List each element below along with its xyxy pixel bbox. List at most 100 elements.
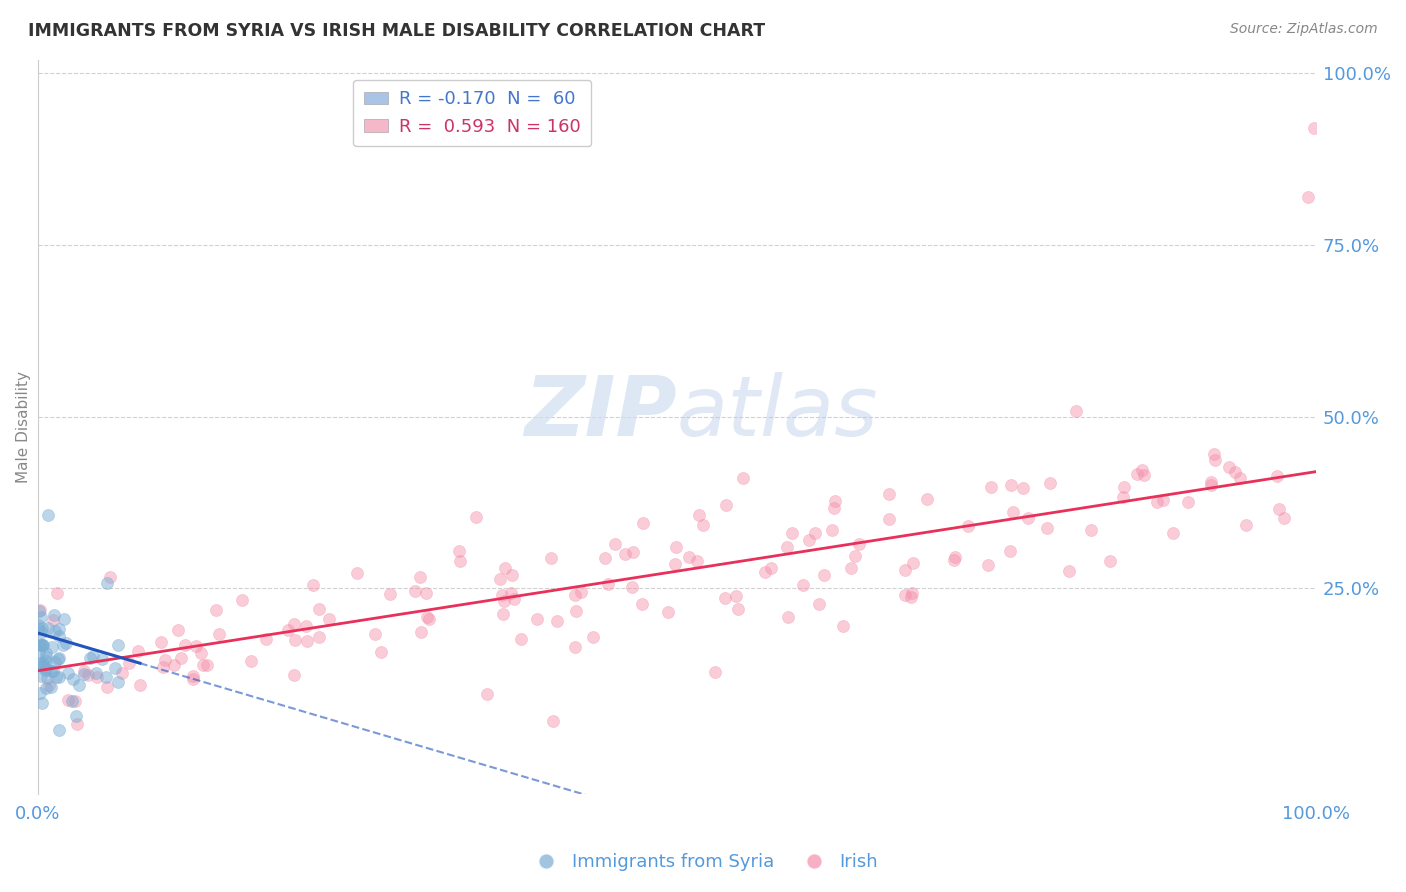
Point	[44, 607, 66, 622]
Point	[39, 664, 62, 678]
Point	[494, 560, 516, 574]
Point	[409, 624, 432, 639]
Point	[1146, 494, 1168, 508]
Point	[195, 658, 218, 673]
Point	[688, 508, 710, 522]
Point	[48, 629, 70, 643]
Point	[614, 547, 637, 561]
Point	[593, 551, 616, 566]
Point	[111, 665, 134, 680]
Y-axis label: Male Disability: Male Disability	[15, 371, 31, 483]
Point	[1202, 447, 1225, 461]
Point	[35, 646, 58, 660]
Point	[1272, 510, 1295, 524]
Point	[621, 545, 644, 559]
Point	[31, 621, 53, 635]
Point	[797, 533, 820, 548]
Point	[48, 651, 70, 665]
Point	[32, 657, 55, 671]
Point	[60, 694, 83, 708]
Point	[832, 619, 855, 633]
Point	[714, 499, 737, 513]
Point	[44, 624, 66, 638]
Point	[28, 657, 51, 671]
Point	[98, 570, 121, 584]
Point	[418, 612, 440, 626]
Point	[1059, 565, 1081, 579]
Point	[52, 638, 75, 652]
Point	[91, 652, 114, 666]
Point	[302, 578, 325, 592]
Point	[28, 637, 51, 651]
Point	[94, 669, 117, 683]
Point	[943, 549, 966, 564]
Point	[181, 672, 204, 686]
Point	[605, 537, 627, 551]
Point	[31, 638, 53, 652]
Point	[295, 618, 318, 632]
Point	[30, 610, 52, 624]
Point	[501, 567, 523, 582]
Point	[73, 664, 96, 678]
Point	[34, 663, 56, 677]
Point	[821, 523, 844, 537]
Point	[877, 487, 900, 501]
Point	[725, 589, 748, 603]
Point	[163, 658, 186, 673]
Point	[813, 568, 835, 582]
Point	[564, 588, 586, 602]
Point	[503, 591, 526, 606]
Point	[107, 674, 129, 689]
Point	[186, 639, 208, 653]
Point	[1126, 467, 1149, 481]
Point	[34, 681, 56, 695]
Point	[893, 563, 915, 577]
Point	[449, 544, 471, 558]
Point	[31, 696, 53, 710]
Point	[181, 669, 204, 683]
Point	[128, 678, 150, 692]
Point	[792, 578, 814, 592]
Point	[27, 622, 49, 636]
Point	[254, 632, 277, 647]
Text: Source: ZipAtlas.com: Source: ZipAtlas.com	[1230, 22, 1378, 37]
Point	[416, 609, 439, 624]
Point	[1012, 482, 1035, 496]
Point	[678, 549, 700, 564]
Point	[596, 577, 619, 591]
Point	[1218, 460, 1240, 475]
Point	[370, 645, 392, 659]
Point	[665, 540, 688, 554]
Point	[53, 612, 76, 626]
Point	[28, 604, 51, 618]
Point	[58, 693, 80, 707]
Point	[686, 554, 709, 568]
Text: ZIP: ZIP	[524, 372, 676, 453]
Point	[1133, 467, 1156, 482]
Point	[900, 591, 922, 605]
Point	[30, 669, 52, 683]
Point	[127, 644, 149, 658]
Point	[56, 665, 79, 680]
Point	[208, 626, 231, 640]
Point	[823, 501, 845, 516]
Legend: R = -0.170  N =  60, R =  0.593  N = 160: R = -0.170 N = 60, R = 0.593 N = 160	[353, 79, 591, 146]
Point	[704, 665, 727, 679]
Point	[546, 614, 568, 628]
Point	[35, 661, 58, 675]
Point	[39, 680, 62, 694]
Point	[776, 540, 799, 554]
Point	[489, 572, 512, 586]
Point	[283, 617, 305, 632]
Point	[1114, 480, 1136, 494]
Point	[499, 586, 522, 600]
Point	[31, 624, 53, 639]
Point	[727, 601, 749, 615]
Point	[79, 650, 101, 665]
Point	[1130, 463, 1153, 477]
Point	[378, 587, 401, 601]
Point	[28, 644, 51, 658]
Point	[45, 670, 67, 684]
Point	[1017, 510, 1039, 524]
Point	[346, 566, 368, 580]
